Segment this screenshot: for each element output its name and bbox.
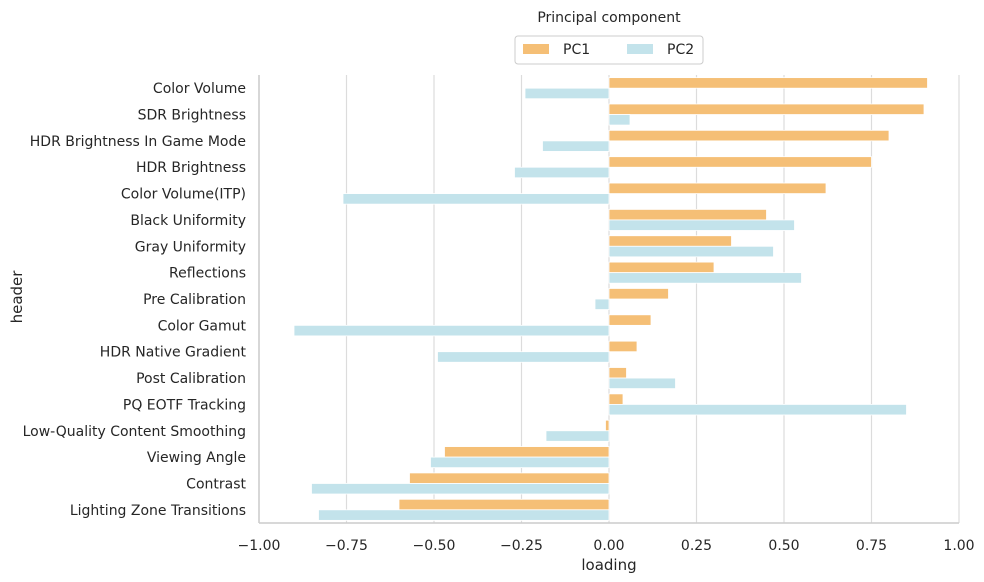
y-tick-label-14: Viewing Angle bbox=[147, 450, 246, 466]
y-tick-label-12: PQ EOTF Tracking bbox=[123, 397, 246, 413]
bar-pc2-7 bbox=[608, 272, 802, 284]
bar-pc2-8 bbox=[594, 298, 610, 310]
bar-pc2-9 bbox=[293, 324, 610, 337]
legend-label-pc1: PC1 bbox=[563, 42, 590, 58]
bar-pc2-10 bbox=[437, 351, 610, 363]
y-tick-labels: Color Volume SDR Brightness HDR Brightness… bbox=[23, 81, 247, 519]
y-tick-label-7: Reflections bbox=[169, 266, 246, 282]
bar-pc2-16 bbox=[318, 509, 610, 521]
y-tick-label-13: Low-Quality Content Smoothing bbox=[23, 424, 246, 440]
bar-pc2-5 bbox=[608, 219, 795, 231]
x-tick-label-6: 0.50 bbox=[768, 538, 799, 554]
legend-swatch-pc2 bbox=[627, 44, 653, 54]
bar-pc2-12 bbox=[608, 404, 907, 416]
x-axis-title: loading bbox=[581, 556, 636, 574]
bar-pc1-12 bbox=[608, 393, 624, 405]
bar-pc1-9 bbox=[608, 314, 652, 326]
y-tick-label-5: Black Uniformity bbox=[130, 213, 246, 229]
bar-pc1-15 bbox=[409, 472, 610, 484]
bar-pc1-0 bbox=[608, 77, 928, 89]
x-tick-label-2: −0.50 bbox=[413, 538, 456, 554]
bar-pc1-6 bbox=[608, 235, 732, 247]
y-tick-label-15: Contrast bbox=[186, 476, 246, 492]
bar-pc2-0 bbox=[524, 87, 610, 100]
bar-pc2-6 bbox=[608, 245, 774, 258]
y-tick-label-2: HDR Brightness In Game Mode bbox=[30, 134, 246, 150]
y-tick-label-9: Color Gamut bbox=[158, 318, 247, 334]
bar-pc2-13 bbox=[545, 430, 610, 442]
y-tick-label-16: Lighting Zone Transitions bbox=[70, 503, 246, 519]
x-tick-label-4: 0.00 bbox=[593, 538, 624, 554]
y-tick-label-11: Post Calibration bbox=[136, 371, 246, 387]
x-tick-label-3: −0.25 bbox=[500, 538, 543, 554]
x-tick-label-0: −1.00 bbox=[238, 538, 281, 554]
bar-pc2-11 bbox=[608, 377, 676, 390]
bar-pc1-16 bbox=[398, 498, 610, 511]
bar-pc1-10 bbox=[608, 340, 638, 353]
y-tick-label-10: HDR Native Gradient bbox=[100, 345, 247, 361]
bars bbox=[293, 77, 928, 521]
bar-pc2-4 bbox=[342, 193, 610, 205]
y-axis-title: header bbox=[8, 270, 26, 324]
y-tick-label-0: Color Volume bbox=[153, 81, 246, 97]
x-tick-label-5: 0.25 bbox=[681, 538, 712, 554]
bar-pc1-1 bbox=[608, 103, 925, 115]
bar-pc2-1 bbox=[608, 114, 631, 126]
bar-pc1-4 bbox=[608, 182, 827, 194]
bar-pc1-5 bbox=[608, 208, 767, 221]
bar-pc2-15 bbox=[311, 483, 610, 495]
x-tick-label-1: −0.75 bbox=[325, 538, 368, 554]
bar-pc1-2 bbox=[608, 129, 890, 142]
x-tick-labels: −1.00 −0.75 −0.50 −0.25 0.00 0.25 0.50 0.75 1.00 bbox=[238, 538, 975, 554]
bar-pc1-11 bbox=[608, 367, 627, 379]
legend-label-pc2: PC2 bbox=[667, 42, 694, 58]
bar-pc2-3 bbox=[514, 166, 610, 179]
x-tick-label-7: 0.75 bbox=[856, 538, 887, 554]
y-tick-label-6: Gray Uniformity bbox=[135, 239, 246, 255]
bar-pc1-13 bbox=[605, 419, 610, 432]
axes bbox=[258, 75, 959, 524]
legend-frame bbox=[514, 35, 704, 65]
x-tick-label-8: 1.00 bbox=[943, 538, 974, 554]
bar-pc1-14 bbox=[444, 446, 610, 458]
bar-pc1-7 bbox=[608, 261, 715, 274]
y-tick-label-3: HDR Brightness bbox=[136, 160, 246, 176]
legend-title: Principal component bbox=[537, 10, 681, 26]
legend: Principal component PC1 PC2 bbox=[514, 10, 704, 65]
y-tick-label-1: SDR Brightness bbox=[138, 108, 246, 124]
bar-pc2-2 bbox=[542, 140, 610, 152]
y-tick-label-4: Color Volume(ITP) bbox=[121, 187, 246, 203]
bar-pc1-8 bbox=[608, 288, 669, 300]
y-tick-label-8: Pre Calibration bbox=[143, 292, 246, 308]
bar-pc2-14 bbox=[430, 456, 610, 469]
legend-swatch-pc1 bbox=[523, 44, 549, 54]
bar-pc1-3 bbox=[608, 156, 872, 168]
